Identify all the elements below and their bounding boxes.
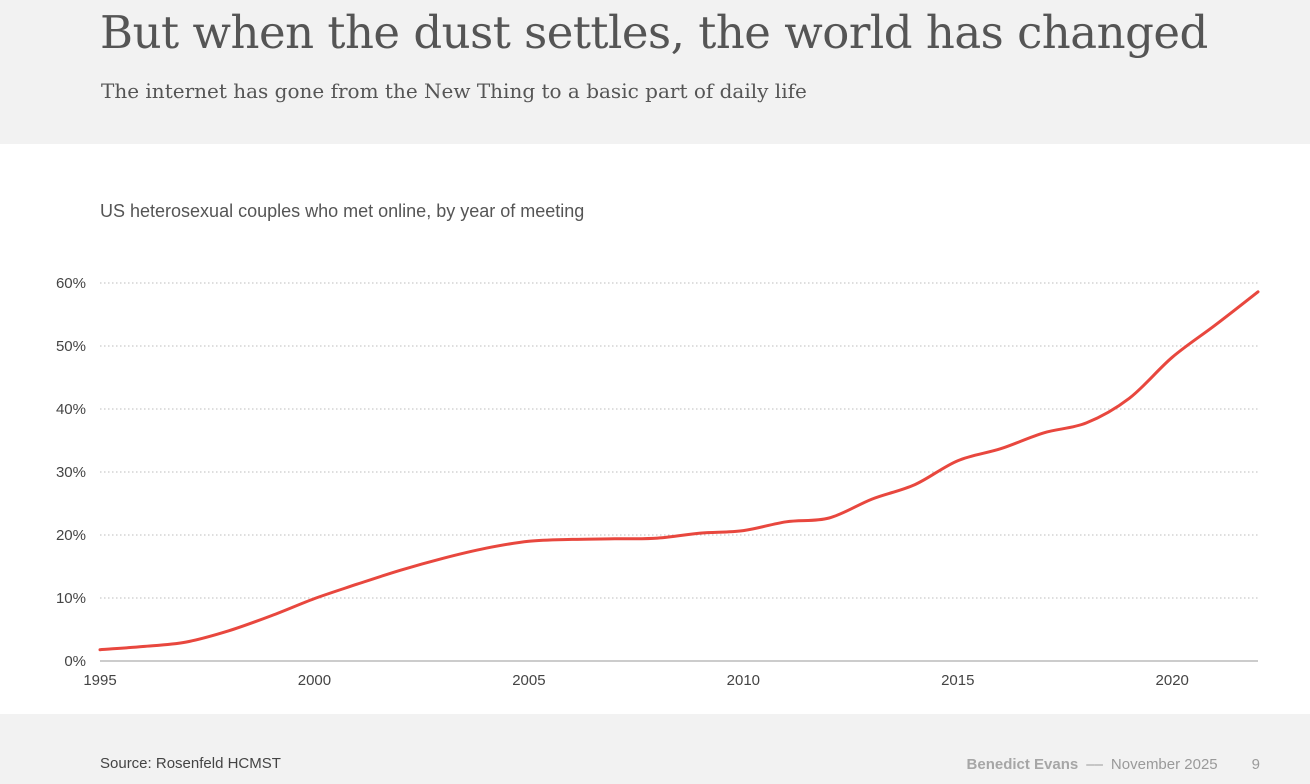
slide-title: But when the dust settles, the world has… xyxy=(100,6,1208,59)
slide-subtitle: The internet has gone from the New Thing… xyxy=(101,79,807,103)
x-axis-tick-labels: 1995 2000 2005 2010 2015 2020 xyxy=(83,672,1189,689)
credit-separator: –– xyxy=(1086,756,1103,773)
author-name: Benedict Evans xyxy=(966,756,1079,773)
y-axis-tick-labels: 0% 10% 20% 30% 40% 50% 60% xyxy=(56,275,86,670)
chart-title: US heterosexual couples who met online, … xyxy=(100,201,585,221)
credit-line: Benedict Evans –– November 2025 9 xyxy=(967,756,1260,773)
source-note: Source: Rosenfeld HCMST xyxy=(100,755,281,772)
y-tick-label: 60% xyxy=(56,275,86,292)
x-tick-label: 2015 xyxy=(941,672,974,689)
header-band: But when the dust settles, the world has… xyxy=(0,0,1310,144)
y-tick-label: 20% xyxy=(56,527,86,544)
y-tick-label: 30% xyxy=(56,464,86,481)
date-label: November 2025 xyxy=(1110,756,1218,773)
gridlines xyxy=(100,282,1258,599)
y-tick-label: 0% xyxy=(64,653,86,670)
x-tick-label: 2005 xyxy=(512,672,545,689)
series-line-met-online xyxy=(98,290,1260,652)
x-tick-label: 1995 xyxy=(83,672,116,689)
x-tick-label: 2010 xyxy=(727,672,760,689)
footer-band: Source: Rosenfeld HCMST Benedict Evans ––… xyxy=(0,714,1310,784)
x-tick-label: 2020 xyxy=(1156,672,1189,689)
y-tick-label: 40% xyxy=(56,401,86,418)
page-number: 9 xyxy=(1251,756,1260,773)
x-tick-label: 2000 xyxy=(298,672,331,689)
y-tick-label: 10% xyxy=(56,590,86,607)
y-tick-label: 50% xyxy=(56,338,86,355)
